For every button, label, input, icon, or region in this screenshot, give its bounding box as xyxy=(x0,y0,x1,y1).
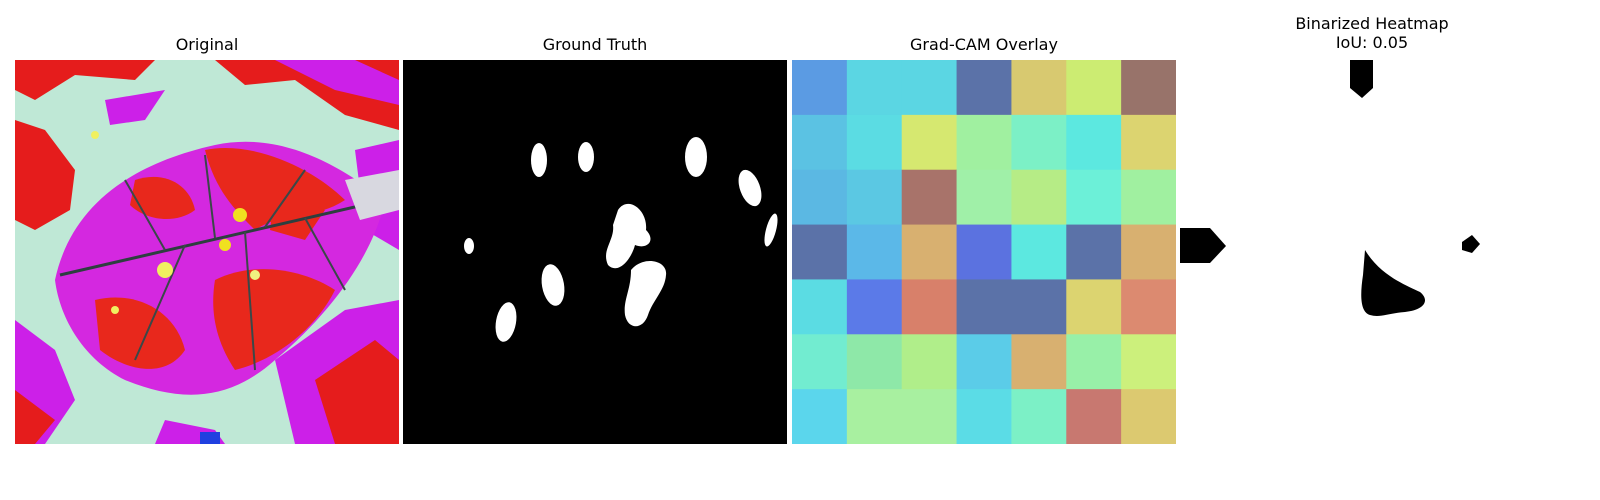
gradcam-cell xyxy=(846,279,903,335)
panel-ground-truth: Ground Truth xyxy=(403,0,787,500)
gradcam-cell xyxy=(1011,334,1067,390)
gradcam-cell xyxy=(846,389,903,444)
panel-title-line-1: Binarized Heatmap xyxy=(1295,14,1449,33)
gradcam-cell xyxy=(901,60,958,116)
gradcam-cell xyxy=(1121,60,1176,116)
ground-truth-mask xyxy=(403,60,787,444)
gradcam-cell xyxy=(1011,114,1067,171)
panel-binarized-heatmap: Binarized Heatmap IoU: 0.05 xyxy=(1180,0,1564,500)
panel-gradcam-overlay: Grad-CAM Overlay xyxy=(792,0,1176,500)
gradcam-overlay-grid xyxy=(792,60,1176,444)
original-leaf-image xyxy=(15,60,399,444)
gradcam-cell xyxy=(792,334,848,390)
gradcam-cell xyxy=(846,334,903,390)
gradcam-cell xyxy=(1066,279,1122,335)
gradcam-cell xyxy=(1011,60,1067,116)
gradcam-cell xyxy=(846,169,903,226)
panel-original: Original xyxy=(15,0,399,500)
gradcam-cell xyxy=(956,389,1012,444)
gradcam-cell xyxy=(792,279,848,335)
gradcam-cell xyxy=(901,114,958,171)
gradcam-cell xyxy=(1066,169,1122,226)
panel-title-ground-truth: Ground Truth xyxy=(542,35,648,54)
gradcam-heatmap xyxy=(792,60,1176,444)
gradcam-cell xyxy=(901,389,958,444)
gradcam-cell xyxy=(1121,224,1176,280)
gradcam-cell xyxy=(846,224,903,280)
gradcam-cell xyxy=(956,114,1012,171)
gradcam-cell xyxy=(956,60,1012,116)
gradcam-cell xyxy=(1011,169,1067,226)
gradcam-cell xyxy=(1066,389,1122,444)
gradcam-cell xyxy=(1011,389,1067,444)
gradcam-cell xyxy=(1066,114,1122,171)
gradcam-cell xyxy=(792,169,848,226)
gradcam-cell xyxy=(846,114,903,171)
gradcam-cell xyxy=(901,224,958,280)
gradcam-cell xyxy=(956,169,1012,226)
gradcam-cell xyxy=(956,334,1012,390)
gradcam-cell xyxy=(1011,224,1067,280)
gradcam-cell xyxy=(1066,224,1122,280)
gradcam-cell xyxy=(956,224,1012,280)
gradcam-cell xyxy=(901,334,958,390)
panel-title-line-2: IoU: 0.05 xyxy=(1335,33,1409,52)
gradcam-cell xyxy=(792,389,848,444)
gradcam-cell xyxy=(1121,114,1176,171)
gradcam-cell xyxy=(1066,334,1122,390)
binarized-heatmap-mask xyxy=(1180,60,1564,444)
gradcam-cell xyxy=(956,279,1012,335)
gradcam-cell xyxy=(1121,279,1176,335)
gradcam-cell xyxy=(1011,279,1067,335)
panel-title-binarized-heatmap: Binarized Heatmap IoU: 0.05 xyxy=(1180,14,1564,52)
gradcam-cell xyxy=(1121,389,1176,444)
gradcam-cell xyxy=(846,60,903,116)
gradcam-cell xyxy=(1066,60,1122,116)
gradcam-cell xyxy=(792,60,848,116)
gradcam-cell xyxy=(1121,334,1176,390)
gradcam-cell xyxy=(792,224,848,280)
gradcam-cell xyxy=(901,169,958,226)
gradcam-cell xyxy=(901,279,958,335)
gradcam-cell xyxy=(1121,169,1176,226)
gradcam-cell xyxy=(792,114,848,171)
panel-title-original: Original xyxy=(175,35,239,54)
panel-title-gradcam-overlay: Grad-CAM Overlay xyxy=(910,35,1058,54)
